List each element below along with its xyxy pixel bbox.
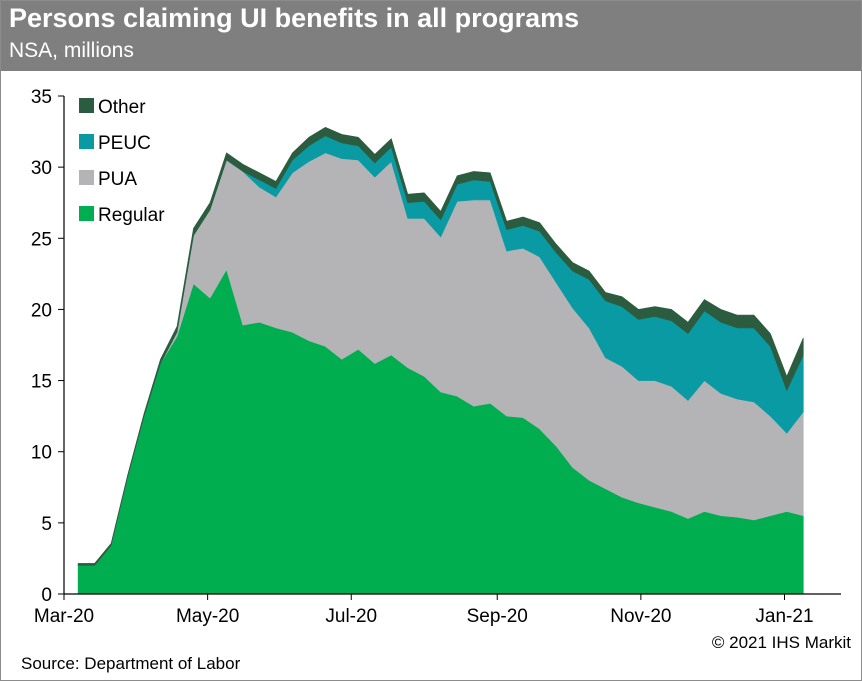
legend-label-regular: Regular	[98, 205, 165, 226]
y-tick-label: 15	[31, 372, 52, 393]
legend-label-pua: PUA	[98, 169, 137, 190]
area-series-group	[77, 126, 804, 595]
legend-swatch-regular	[79, 206, 94, 221]
chart-subtitle: NSA, millions	[9, 39, 134, 62]
y-tick-label: 25	[31, 229, 52, 250]
legend-label-other: Other	[98, 97, 146, 118]
x-tick-label: May-20	[176, 606, 239, 627]
y-tick-label: 5	[41, 514, 52, 535]
chart-header: Persons claiming UI benefits in all prog…	[1, 1, 861, 71]
copyright-note: © 2021 IHS Markit	[711, 633, 851, 652]
x-tick-label: Jul-20	[325, 606, 377, 627]
x-tick-label: Mar-20	[34, 606, 94, 627]
x-tick-label: Jan-21	[755, 606, 813, 627]
legend-swatch-pua	[79, 170, 94, 185]
y-tick-label: 10	[31, 443, 52, 464]
area-other	[77, 126, 804, 566]
legend: Other PEUC PUA Regular	[79, 97, 165, 226]
legend-swatch-other	[79, 98, 94, 113]
y-tick-label: 35	[31, 87, 52, 108]
legend-label-peuc: PEUC	[98, 133, 151, 154]
source-note: Source: Department of Labor	[21, 654, 241, 673]
x-tick-label: Nov-20	[610, 606, 671, 627]
y-tick-label: 20	[31, 300, 52, 321]
y-tick-label: 0	[41, 585, 52, 606]
y-tick-label: 30	[31, 158, 52, 179]
chart-title: Persons claiming UI benefits in all prog…	[9, 3, 580, 33]
axes: 0 5 10 15 20 25 30 35 Mar-20 May-20 Jul-20 Sep-20 No…	[31, 87, 841, 627]
legend-swatch-peuc	[79, 134, 94, 149]
x-tick-label: Sep-20	[467, 606, 528, 627]
